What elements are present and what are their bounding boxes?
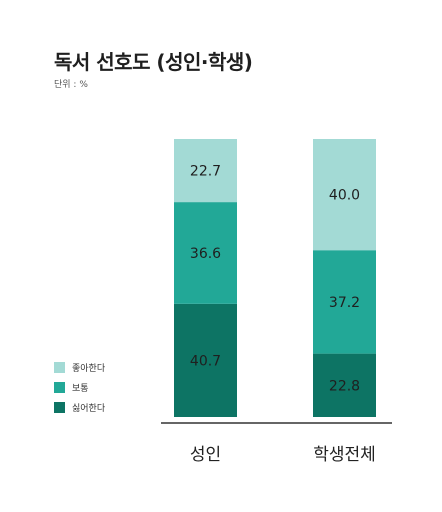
bar-segment-2-0 — [174, 139, 237, 203]
bar-segment-0-0 — [174, 303, 237, 417]
legend-label-neutral: 보통 — [72, 384, 89, 394]
bar-segment-0-1 — [313, 353, 376, 417]
bar-segment-2-1 — [313, 139, 376, 251]
category-label-1: 학생전체 — [313, 445, 376, 465]
data-label-2-0: 22.7 — [190, 164, 221, 180]
chart-title: 독서 선호도 (성인·학생) — [54, 50, 253, 74]
legend-swatch-neutral — [54, 382, 65, 393]
legend-swatch-dislike — [54, 402, 65, 413]
legend-item-dislike: 싫어한다 — [54, 402, 106, 414]
legend-item-like: 좋아한다 — [54, 362, 106, 374]
data-label-2-1: 40.0 — [329, 188, 360, 204]
data-label-0-1: 22.8 — [329, 378, 360, 394]
data-label-1-1: 37.2 — [329, 295, 360, 311]
bar-segment-1-1 — [313, 250, 376, 354]
bar-segment-1-0 — [174, 202, 237, 304]
legend-label-like: 좋아한다 — [72, 364, 106, 374]
category-label-0: 성인 — [190, 445, 221, 465]
unit-label: 단위 : % — [54, 80, 88, 90]
legend: 좋아한다 보통 싫어한다 — [54, 362, 105, 422]
data-label-0-0: 40.7 — [190, 353, 221, 369]
legend-swatch-like — [54, 362, 65, 373]
legend-item-neutral: 보통 — [54, 382, 105, 394]
data-label-1-0: 36.6 — [190, 246, 221, 262]
legend-label-dislike: 싫어한다 — [72, 404, 106, 414]
